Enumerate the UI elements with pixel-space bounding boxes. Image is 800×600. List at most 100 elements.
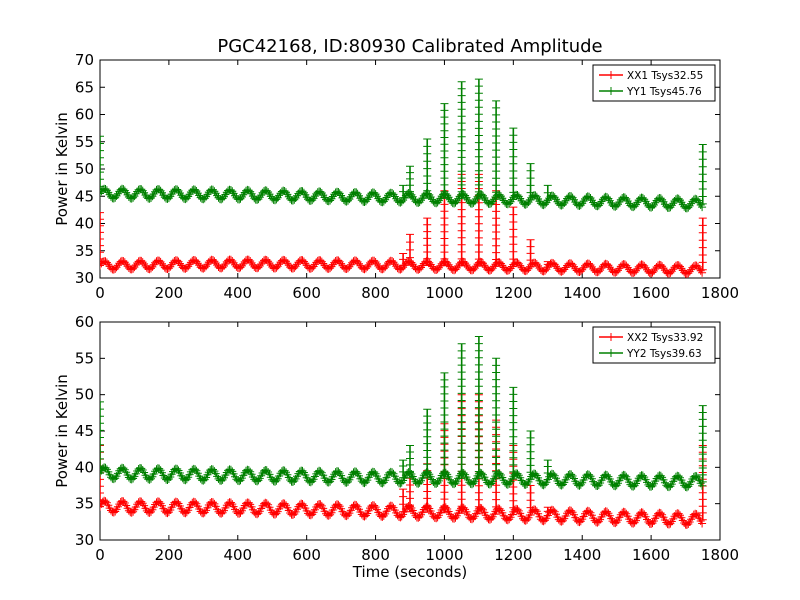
- spike-markers: [698, 144, 707, 205]
- x-axis-label: Time (seconds): [352, 563, 468, 581]
- y-tick-label: 35: [75, 495, 94, 513]
- spike-markers: [526, 239, 535, 268]
- spike-markers: [543, 459, 552, 480]
- x-tick-label: 0: [95, 284, 105, 302]
- spike-markers: [399, 253, 408, 266]
- spike-markers: [423, 138, 432, 199]
- legend-entry: XX2 Tsys33.92: [599, 332, 703, 344]
- spike-markers: [399, 488, 408, 513]
- legend-entry: YY2 Tsys39.63: [599, 348, 702, 360]
- x-tick-label: 1400: [563, 284, 601, 302]
- spike-markers: [440, 103, 449, 199]
- y-tick-label: 45: [75, 187, 94, 205]
- spike-markers: [457, 81, 466, 200]
- y-tick-label: 55: [75, 349, 94, 367]
- spike-markers: [406, 477, 414, 513]
- x-tick-label: 800: [361, 546, 390, 564]
- spike-markers: [492, 357, 501, 480]
- x-tick-label: 1200: [494, 284, 532, 302]
- legend-label: XX1 Tsys32.55: [627, 70, 703, 82]
- series-markers: [100, 184, 707, 213]
- legend-marker: [607, 71, 615, 79]
- spike-markers: [526, 485, 535, 516]
- y-tick-label: 35: [75, 242, 94, 260]
- y-tick-label: 40: [75, 458, 94, 476]
- x-tick-label: 600: [292, 546, 321, 564]
- legend-box: [592, 326, 716, 364]
- spike-markers: [492, 100, 501, 200]
- series-markers: [100, 496, 707, 529]
- series-markers: [100, 463, 707, 492]
- x-tick-label: 1800: [701, 546, 739, 564]
- x-tick-label: 400: [223, 546, 252, 564]
- series-2: [100, 336, 707, 492]
- spike-markers: [543, 261, 552, 268]
- x-tick-label: 1600: [632, 546, 670, 564]
- spike-markers: [543, 184, 552, 201]
- series-markers: [100, 255, 707, 278]
- spike-markers: [509, 206, 518, 268]
- chart-title: PGC42168, ID:80930 Calibrated Amplitude: [217, 36, 602, 57]
- panel-1: 0 200 400 600 800 1000 1200 1400 1600 1800 30 35 40 4…: [53, 51, 739, 302]
- y-tick-label: 60: [75, 313, 94, 331]
- x-tick-label: 1600: [632, 284, 670, 302]
- x-tick-label: 1200: [494, 546, 532, 564]
- spike-markers: [509, 127, 518, 200]
- x-tick-label: 1400: [563, 546, 601, 564]
- plot-area: [100, 336, 707, 529]
- spike-markers: [474, 78, 483, 200]
- spike-markers: [543, 506, 552, 516]
- y-tick-label: 30: [75, 269, 94, 287]
- x-tick-label: 1800: [701, 284, 739, 302]
- spike-markers: [406, 233, 414, 266]
- legend-marker: [607, 87, 615, 95]
- spike-markers: [423, 408, 432, 479]
- legend: XX2 Tsys33.92 YY2 Tsys39.63: [592, 326, 716, 364]
- legend-label: YY2 Tsys39.63: [626, 348, 702, 360]
- x-tick-label: 0: [95, 546, 105, 564]
- y-tick-label: 65: [75, 78, 94, 96]
- legend-box: [592, 64, 716, 102]
- plot-area: [100, 78, 707, 278]
- x-tick-label: 200: [155, 546, 184, 564]
- x-tick-label: 600: [292, 284, 321, 302]
- spike-markers: [399, 459, 408, 479]
- legend-marker: [607, 349, 615, 357]
- y-tick-label: 30: [75, 531, 94, 549]
- spike-markers: [440, 372, 449, 479]
- spike-markers: [474, 336, 483, 480]
- spike-markers: [509, 386, 518, 480]
- x-tick-label: 400: [223, 284, 252, 302]
- y-axis-label: Power in Kelvin: [53, 112, 71, 226]
- x-tick-label: 1000: [425, 284, 463, 302]
- x-tick-label: 200: [155, 284, 184, 302]
- spike-markers: [406, 165, 414, 199]
- y-tick-label: 45: [75, 422, 94, 440]
- legend-marker: [607, 333, 615, 341]
- legend-entry: XX1 Tsys32.55: [599, 70, 703, 82]
- legend: XX1 Tsys32.55 YY1 Tsys45.76: [592, 64, 716, 102]
- spike-markers: [698, 405, 707, 483]
- spike-markers: [457, 343, 466, 479]
- legend-label: XX2 Tsys33.92: [627, 332, 703, 344]
- legend-entry: YY1 Tsys45.76: [599, 86, 702, 98]
- y-tick-label: 50: [75, 386, 94, 404]
- y-tick-label: 70: [75, 51, 94, 69]
- x-tick-label: 800: [361, 284, 390, 302]
- spike-markers: [406, 445, 414, 479]
- spike-markers: [399, 184, 408, 199]
- y-tick-label: 40: [75, 215, 94, 233]
- series-2: [100, 78, 707, 213]
- y-tick-label: 55: [75, 133, 94, 151]
- spike-markers: [698, 217, 707, 271]
- panel-2: 0 200 400 600 800 1000 1200 1400 1600 1800 30 35 40 4…: [53, 313, 739, 581]
- spike-markers: [423, 217, 432, 266]
- legend-label: YY1 Tsys45.76: [626, 86, 702, 98]
- x-tick-label: 1000: [425, 546, 463, 564]
- y-tick-label: 60: [75, 106, 94, 124]
- y-axis-label: Power in Kelvin: [53, 374, 71, 488]
- spike-markers: [526, 430, 535, 480]
- y-tick-label: 50: [75, 160, 94, 178]
- spike-markers: [526, 163, 535, 201]
